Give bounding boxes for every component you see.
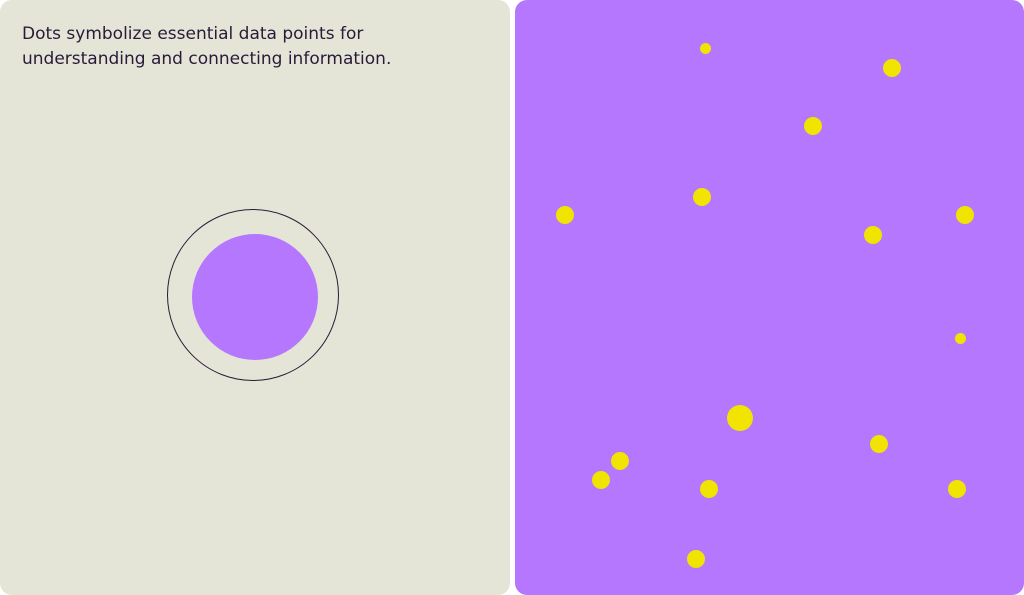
scatter-dot: [955, 333, 966, 344]
left-panel: Dots symbolize essential data points for…: [0, 0, 510, 595]
scatter-dot: [948, 480, 966, 498]
scatter-dot: [556, 206, 574, 224]
scatter-dot: [687, 550, 705, 568]
scatter-dot: [804, 117, 822, 135]
scatter-dot: [700, 43, 711, 54]
caption-text: Dots symbolize essential data points for…: [22, 24, 392, 69]
scatter-dot: [870, 435, 888, 453]
scatter-dot: [611, 452, 629, 470]
scatter-dot: [956, 206, 974, 224]
scatter-dot: [592, 471, 610, 489]
outer-ring: [167, 209, 339, 381]
scatter-dot: [883, 59, 901, 77]
right-panel: [515, 0, 1024, 595]
center-dot: [192, 234, 318, 360]
dot-field: [515, 0, 1024, 595]
scatter-dot: [727, 405, 753, 431]
scatter-dot: [700, 480, 718, 498]
scatter-dot: [864, 226, 882, 244]
scatter-dot: [693, 188, 711, 206]
